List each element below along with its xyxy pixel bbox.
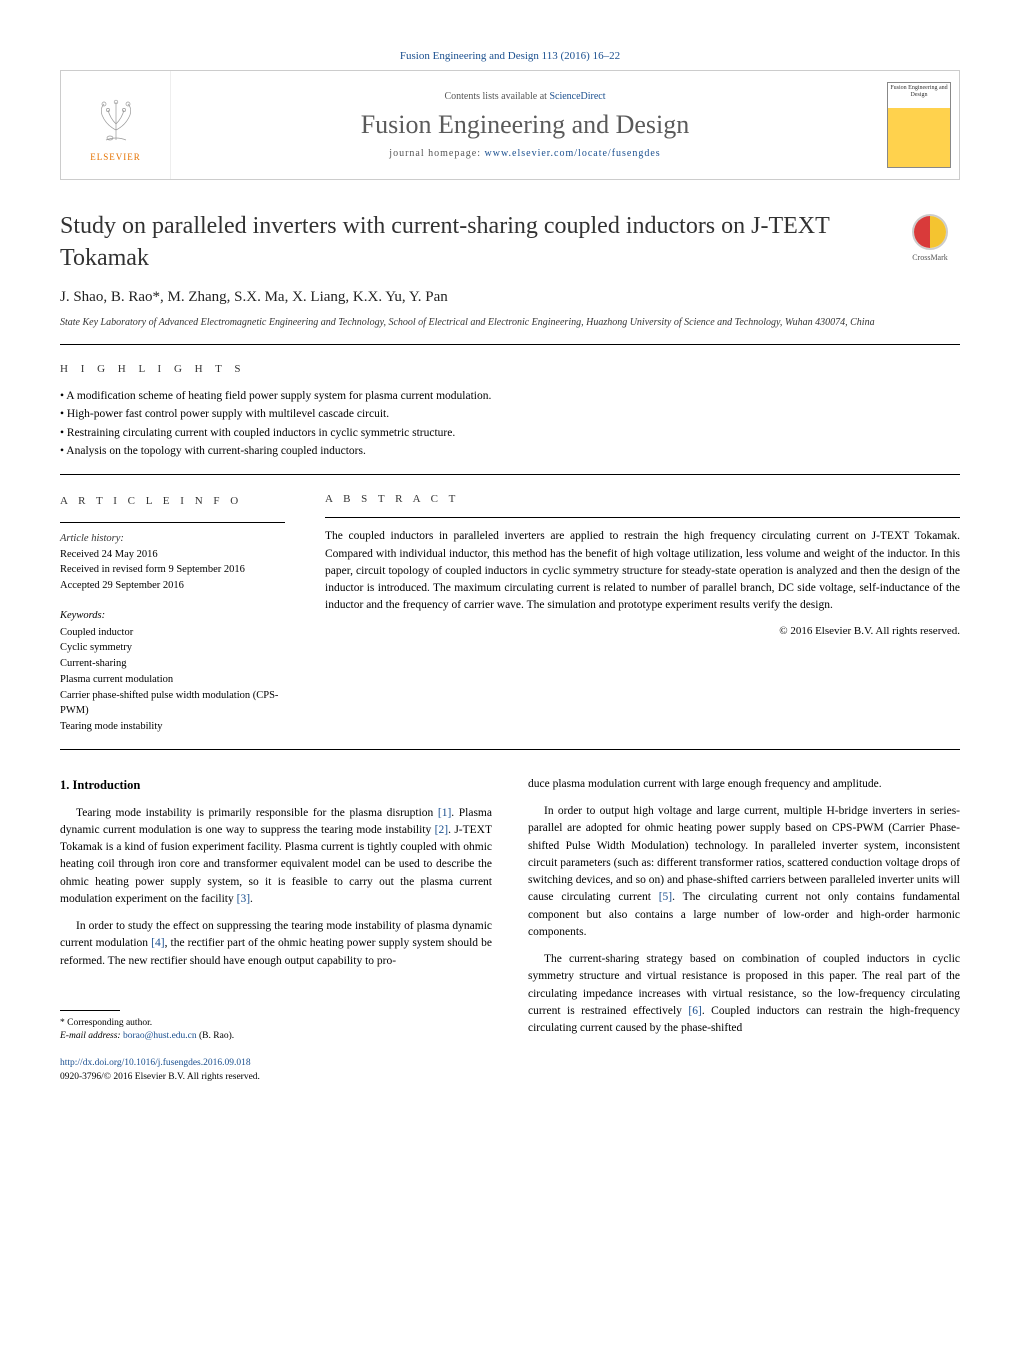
sciencedirect-link[interactable]: ScienceDirect <box>549 91 605 102</box>
history-label: Article history: <box>60 531 285 547</box>
keyword: Carrier phase-shifted pulse width modula… <box>60 688 285 720</box>
email-label: E-mail address: <box>60 1031 123 1041</box>
intro-heading: 1. Introduction <box>60 776 492 795</box>
highlight-item: Analysis on the topology with current-sh… <box>60 442 960 460</box>
body-para: In order to study the effect on suppress… <box>60 918 492 970</box>
authors: J. Shao, B. Rao*, M. Zhang, S.X. Ma, X. … <box>60 289 960 306</box>
journal-homepage: journal homepage: www.elsevier.com/locat… <box>389 148 660 159</box>
homepage-prefix: journal homepage: <box>389 148 484 159</box>
journal-header-box: ELSEVIER Contents lists available at Sci… <box>60 70 960 180</box>
highlight-item: A modification scheme of heating field p… <box>60 387 960 405</box>
abstract-label: A B S T R A C T <box>325 493 960 505</box>
article-info: A R T I C L E I N F O Article history: R… <box>60 493 285 735</box>
rule <box>60 522 285 523</box>
keyword: Coupled inductor <box>60 625 285 641</box>
elsevier-logo: ELSEVIER <box>61 71 171 179</box>
body-para: The current-sharing strategy based on co… <box>528 951 960 1037</box>
affiliation: State Key Laboratory of Advanced Electro… <box>60 316 960 330</box>
corresponding-author: * Corresponding author. <box>60 1017 492 1030</box>
received-date: Received 24 May 2016 <box>60 547 285 563</box>
citation[interactable]: [3] <box>237 893 250 905</box>
keywords-list: Coupled inductor Cyclic symmetry Current… <box>60 625 285 735</box>
elsevier-tree-icon <box>86 88 146 148</box>
body-columns: 1. Introduction Tearing mode instability… <box>60 776 960 1084</box>
article-title: Study on paralleled inverters with curre… <box>60 210 886 275</box>
citation[interactable]: [2] <box>435 824 448 836</box>
citation[interactable]: [1] <box>438 807 451 819</box>
highlight-item: Restraining circulating current with cou… <box>60 424 960 442</box>
citation[interactable]: [6] <box>688 1005 701 1017</box>
contents-available: Contents lists available at ScienceDirec… <box>444 91 605 102</box>
doi-block: http://dx.doi.org/10.1016/j.fusengdes.20… <box>60 1057 492 1084</box>
crossmark-badge[interactable]: CrossMark <box>900 210 960 262</box>
highlight-item: High-power fast control power supply wit… <box>60 405 960 423</box>
keyword: Cyclic symmetry <box>60 640 285 656</box>
header-center: Contents lists available at ScienceDirec… <box>171 71 879 179</box>
keyword: Current-sharing <box>60 656 285 672</box>
citation[interactable]: [4] <box>151 937 164 949</box>
crossmark-icon <box>912 214 948 250</box>
email-suffix: (B. Rao). <box>197 1031 234 1041</box>
rule <box>60 474 960 475</box>
left-column: 1. Introduction Tearing mode instability… <box>60 776 492 1084</box>
citation[interactable]: [5] <box>659 891 672 903</box>
crossmark-label: CrossMark <box>912 253 948 262</box>
revised-date: Received in revised form 9 September 201… <box>60 562 285 578</box>
rule <box>325 517 960 518</box>
body-para: In order to output high voltage and larg… <box>528 803 960 941</box>
highlights-section: H I G H L I G H T S A modification schem… <box>60 363 960 461</box>
abstract-copyright: © 2016 Elsevier B.V. All rights reserved… <box>325 625 960 637</box>
keyword: Plasma current modulation <box>60 672 285 688</box>
keyword: Tearing mode instability <box>60 719 285 735</box>
email-link[interactable]: borao@hust.edu.cn <box>123 1031 197 1041</box>
journal-title: Fusion Engineering and Design <box>361 110 690 140</box>
article-info-label: A R T I C L E I N F O <box>60 493 285 510</box>
body-para: Tearing mode instability is primarily re… <box>60 805 492 909</box>
highlights-label: H I G H L I G H T S <box>60 363 960 375</box>
body-para: duce plasma modulation current with larg… <box>528 776 960 793</box>
footnote: * Corresponding author. E-mail address: … <box>60 1017 492 1044</box>
email-line: E-mail address: borao@hust.edu.cn (B. Ra… <box>60 1030 492 1043</box>
journal-citation: Fusion Engineering and Design 113 (2016)… <box>60 50 960 62</box>
doi-link[interactable]: http://dx.doi.org/10.1016/j.fusengdes.20… <box>60 1057 492 1070</box>
issn-copyright: 0920-3796/© 2016 Elsevier B.V. All right… <box>60 1071 492 1084</box>
right-column: duce plasma modulation current with larg… <box>528 776 960 1084</box>
rule <box>60 344 960 345</box>
abstract-text: The coupled inductors in paralleled inve… <box>325 528 960 614</box>
accepted-date: Accepted 29 September 2016 <box>60 578 285 594</box>
cover-thumbnail: Fusion Engineering and Design <box>887 82 951 168</box>
homepage-link[interactable]: www.elsevier.com/locate/fusengdes <box>485 148 661 159</box>
elsevier-label: ELSEVIER <box>90 152 141 162</box>
keywords-label: Keywords: <box>60 608 285 624</box>
abstract-column: A B S T R A C T The coupled inductors in… <box>325 493 960 735</box>
cover-title: Fusion Engineering and Design <box>888 83 950 100</box>
journal-cover: Fusion Engineering and Design <box>879 71 959 179</box>
footnote-separator <box>60 1010 120 1011</box>
contents-prefix: Contents lists available at <box>444 91 549 102</box>
highlights-list: A modification scheme of heating field p… <box>60 387 960 461</box>
rule <box>60 749 960 750</box>
